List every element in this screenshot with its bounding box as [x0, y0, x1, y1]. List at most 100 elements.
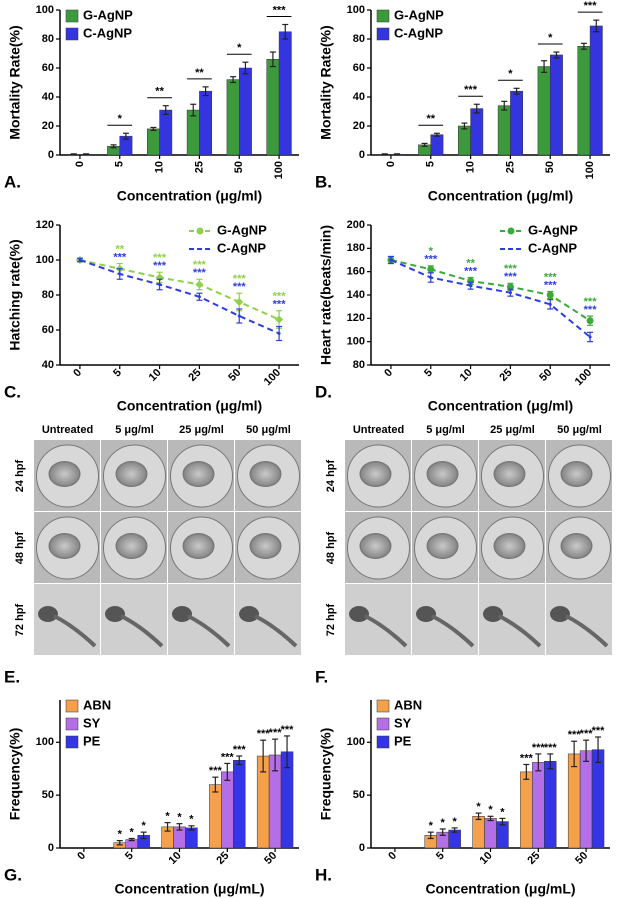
bar — [472, 816, 485, 849]
legend-label: G-AgNP — [394, 7, 444, 22]
x-tick-label: 0 — [75, 850, 88, 863]
error-bar — [83, 153, 90, 156]
larva-head — [416, 606, 436, 622]
legend-swatch — [65, 735, 79, 749]
embryo — [249, 533, 282, 559]
legend-label: C-AgNP — [83, 25, 132, 40]
significance-label: *** — [233, 281, 247, 293]
marker — [588, 335, 592, 339]
column-header: 25 μg/ml — [179, 424, 224, 436]
column-header: 25 μg/ml — [490, 424, 535, 436]
y-tick-label: 100 — [36, 736, 54, 748]
significance-label: *** — [584, 296, 598, 308]
marker — [546, 291, 554, 299]
legend-label: PE — [83, 733, 101, 748]
bar — [239, 67, 252, 156]
bar — [199, 90, 213, 156]
error-bar — [381, 153, 388, 156]
significance-label: *** — [221, 751, 235, 763]
significance-label: * — [118, 829, 123, 841]
significance-label: *** — [209, 765, 223, 777]
y-axis-label: Frequency(%) — [7, 728, 23, 821]
error-bar — [162, 105, 169, 116]
error-bar — [242, 61, 249, 75]
marker — [469, 284, 473, 288]
error-bar — [150, 126, 157, 131]
significance-label: *** — [504, 263, 518, 275]
embryo — [493, 533, 526, 559]
x-tick-label: 50 — [262, 850, 279, 867]
larva-tail — [498, 614, 542, 648]
x-axis-label: Concentration (μg/ml) — [428, 188, 573, 204]
bar — [567, 753, 581, 849]
x-tick-label: 50 — [573, 850, 590, 867]
y-tick-label: 0 — [48, 149, 54, 161]
y-axis-label: Hatching rate(%) — [7, 239, 23, 350]
x-tick-label: 50 — [226, 367, 243, 384]
y-tick-label: 60 — [42, 62, 54, 74]
significance-label: * — [237, 42, 242, 54]
bar — [520, 771, 533, 849]
embryo — [426, 533, 459, 559]
legend-label: C-AgNP — [528, 240, 577, 255]
error-bar — [451, 827, 458, 833]
panel-label: F. — [315, 667, 328, 686]
significance-label: *** — [273, 4, 287, 16]
legend-label: PE — [394, 733, 412, 748]
x-tick-label: 100 — [584, 161, 596, 179]
bar — [589, 25, 603, 156]
larva-head — [349, 606, 369, 622]
error-bar — [282, 23, 289, 40]
y-tick-label: 200 — [347, 219, 365, 231]
bar — [266, 59, 280, 156]
legend-label: C-AgNP — [217, 240, 266, 255]
error-bar — [439, 828, 446, 836]
x-tick-label: 10 — [464, 161, 476, 173]
column-header: Untreated — [353, 424, 404, 436]
x-tick-label: 0 — [386, 850, 399, 863]
significance-label: *** — [464, 84, 478, 96]
bar — [484, 818, 497, 849]
x-tick-label: 5 — [422, 367, 435, 380]
error-bar — [487, 815, 494, 822]
row-header: 48 hpf — [14, 531, 26, 564]
error-bar — [212, 776, 219, 793]
significance-label: *** — [544, 742, 558, 754]
larva-head — [239, 606, 259, 622]
significance-label: *** — [273, 291, 287, 303]
embryo — [560, 461, 593, 487]
marker — [586, 317, 594, 325]
y-tick-label: 60 — [42, 324, 54, 336]
marker — [118, 272, 122, 276]
significance-label: *** — [193, 267, 207, 279]
error-bar — [541, 60, 548, 73]
embryo — [359, 533, 392, 559]
significance-label: ** — [426, 113, 435, 125]
legend-swatch — [376, 717, 390, 731]
significance-label: *** — [544, 271, 558, 283]
x-tick-label: 25 — [193, 161, 205, 173]
significance-label: * — [130, 826, 135, 838]
marker — [429, 276, 433, 279]
legend-swatch — [376, 699, 390, 713]
significance-label: *** — [532, 742, 546, 754]
legend-swatch — [65, 9, 79, 23]
marker — [195, 280, 204, 289]
larva-head — [550, 606, 570, 622]
significance-label: * — [476, 801, 481, 813]
bar — [510, 90, 524, 156]
significance-label: *** — [281, 724, 295, 736]
x-tick-label: 5 — [425, 161, 437, 167]
significance-label: * — [118, 113, 123, 125]
y-tick-label: 100 — [347, 4, 365, 16]
embryo — [48, 533, 81, 559]
y-tick-label: 100 — [347, 336, 365, 348]
bar — [233, 760, 246, 849]
error-bar — [269, 51, 276, 68]
line — [79, 259, 280, 335]
embryo — [48, 461, 81, 487]
legend-label: SY — [83, 715, 101, 730]
x-tick-label: 10 — [478, 850, 495, 867]
larva-head — [483, 606, 503, 622]
error-bar — [128, 837, 135, 842]
